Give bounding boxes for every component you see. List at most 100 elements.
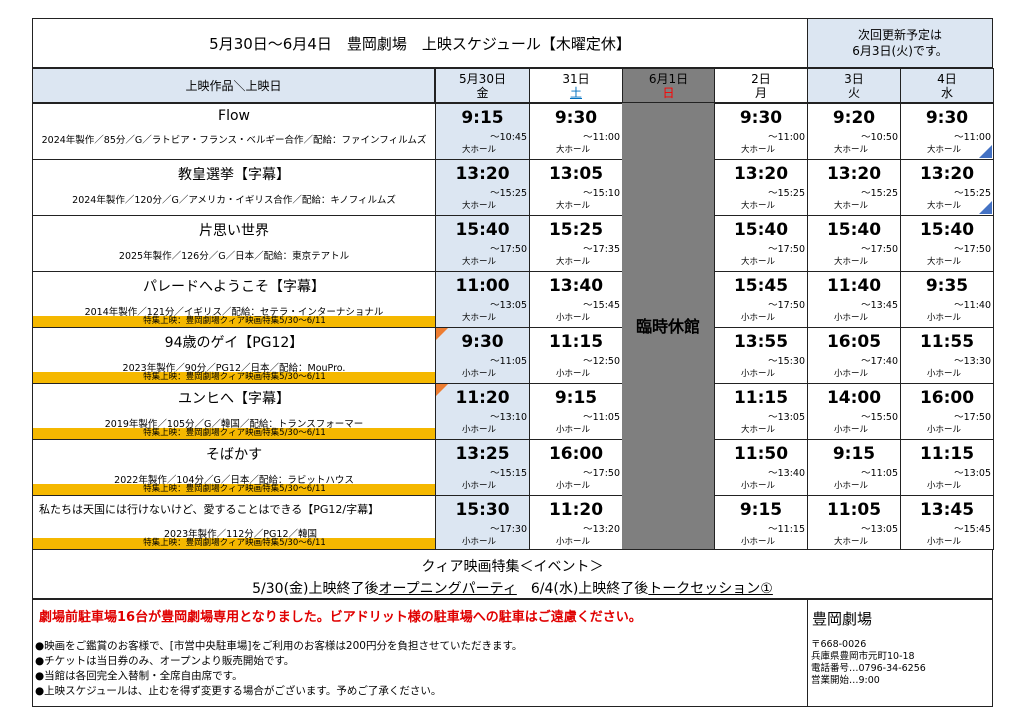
end-time: ～11:05: [861, 468, 898, 479]
showtime-cell: 13:20 ～15:25 大ホール: [435, 159, 530, 216]
showtime: 13:20: [826, 164, 882, 184]
hall-label: 大ホール: [741, 145, 776, 155]
theater-postal: 〒668-0026: [811, 639, 867, 650]
hall-label: 大ホール: [462, 313, 497, 323]
showtime: 11:40: [826, 276, 882, 296]
film-cell: パレードへようこそ【字幕】 2014年製作／121分／イギリス／配給：セテラ・イン…: [32, 271, 436, 328]
showtime-cell: 15:45 ～17:50 小ホール: [714, 271, 808, 328]
end-time: ～17:50: [768, 300, 805, 311]
showtime-cell: 15:30 ～17:30 小ホール: [435, 495, 530, 550]
end-time: ～15:25: [768, 188, 805, 199]
hall-label: 小ホール: [834, 369, 869, 379]
showtime-cell: 13:45 ～15:45 小ホール: [900, 495, 994, 550]
film-info: 2025年製作／126分／G／日本／配給：東京テアトル: [118, 251, 350, 262]
notice-list: ●映画をご鑑賞のお客様で、[市営中央駐車場]をご利用のお客様は200円分を負担さ…: [35, 639, 807, 699]
showtime-cell: 11:05 ～13:05 大ホール: [807, 495, 901, 550]
hall-label: 大ホール: [462, 257, 497, 267]
showtime-cell: 16:00 ～17:50 小ホール: [900, 383, 994, 440]
showtime-cell: 13:55 ～15:30 小ホール: [714, 327, 808, 384]
showtime: 14:00: [826, 388, 882, 408]
special-screening-banner: 特集上映：豊岡劇場クィア映画特集5/30～6/11: [33, 538, 436, 549]
end-time: ～10:45: [490, 132, 527, 143]
film-info: 2014年製作／121分／イギリス／配給：セテラ・インターナショナル: [84, 307, 384, 318]
film-title: Flow: [218, 108, 250, 124]
day-date: 5月30日: [459, 71, 506, 86]
theater-address: 兵庫県豊岡市元町10-18: [811, 651, 915, 662]
end-time: ～17:50: [861, 244, 898, 255]
hall-label: 小ホール: [927, 369, 962, 379]
showtime-cell: 11:15 ～13:05 大ホール: [714, 383, 808, 440]
day-weekday: 土: [569, 85, 582, 100]
film-title: ユンヒへ【字幕】: [178, 391, 290, 407]
showtime-cell: 16:00 ～17:50 小ホール: [529, 439, 623, 496]
special-screening-banner: 特集上映：豊岡劇場クィア映画特集5/30～6/11: [33, 484, 436, 495]
event-title: クィア映画特集＜イベント＞: [421, 559, 604, 575]
end-time: ～17:50: [490, 244, 527, 255]
hall-label: 小ホール: [462, 537, 497, 547]
hall-label: 小ホール: [927, 313, 962, 323]
showtime-cell: 15:40 ～17:50 大ホール: [714, 215, 808, 272]
hall-label: 小ホール: [741, 313, 776, 323]
parking-notice: 劇場前駐車場16台が豊岡劇場専用となりました。ビアドリット様の駐車場への駐車はご…: [39, 610, 642, 625]
showtime: 11:20: [548, 500, 604, 520]
film-title: 片思い世界: [199, 223, 269, 239]
showtime: 13:45: [919, 500, 975, 520]
end-time: ～15:45: [954, 524, 991, 535]
showtime: 15:40: [826, 220, 882, 240]
showtime: 13:20: [919, 164, 975, 184]
showtime-cell: 15:40 ～17:50 大ホール: [807, 215, 901, 272]
showtime-cell: 9:15 ～11:05 小ホール: [807, 439, 901, 496]
showtime-cell: 9:15 ～11:05 小ホール: [529, 383, 623, 440]
end-time: ～15:10: [583, 188, 620, 199]
hall-label: 小ホール: [556, 537, 591, 547]
next-update-box: 次回更新予定は 6月3日(火)です。: [807, 18, 993, 68]
end-time: ～13:05: [954, 468, 991, 479]
hall-label: 小ホール: [834, 425, 869, 435]
showtime: 9:30: [739, 108, 783, 128]
film-info: 2022年製作／104分／G／日本／配給：ラビットハウス: [114, 475, 354, 486]
film-title: パレードへようこそ【字幕】: [143, 279, 325, 295]
showtime-cell: 11:00 ～13:05 大ホール: [435, 271, 530, 328]
hall-label: 小ホール: [927, 481, 962, 491]
film-info: 2019年製作／105分／G／韓国／配給：トランスフォーマー: [104, 419, 364, 430]
day-header: 2日月: [714, 68, 808, 103]
showtime: 16:00: [548, 444, 604, 464]
showtime: 13:05: [548, 164, 604, 184]
hall-label: 大ホール: [927, 257, 962, 267]
event-detail: 5/30(金)上映終了後オープニングパーティ 6/4(水)上映終了後トークセッシ…: [33, 578, 992, 598]
page-title-text: 5月30日～6月4日 豊岡劇場 上映スケジュール【木曜定休】: [209, 34, 631, 53]
showtime: 15:40: [733, 220, 789, 240]
day-date: 3日: [844, 71, 864, 86]
showtime-cell: 15:25 ～17:35 大ホール: [529, 215, 623, 272]
showtime-cell: 13:40 ～15:45 小ホール: [529, 271, 623, 328]
showtime-cell: 13:25 ～15:15 小ホール: [435, 439, 530, 496]
showtime-cell: 13:20 ～15:25 大ホール: [807, 159, 901, 216]
showtime: 11:00: [455, 276, 510, 296]
day-weekday: 日: [662, 85, 675, 100]
showtime-cell: 11:15 ～13:05 小ホール: [900, 439, 994, 496]
day-header: 6月1日日: [622, 68, 715, 103]
showtime: 13:25: [455, 444, 510, 464]
showtime: 9:30: [461, 332, 504, 352]
showtime-cell: 9:30 ～11:05 小ホール: [435, 327, 530, 384]
showtime: 9:15: [739, 500, 783, 520]
showtime: 16:00: [919, 388, 975, 408]
hall-label: 大ホール: [741, 201, 776, 211]
hall-label: 大ホール: [834, 257, 869, 267]
closed-column: [622, 103, 714, 549]
special-screening-banner: 特集上映：豊岡劇場クィア映画特集5/30～6/11: [33, 316, 436, 327]
special-screening-banner: 特集上映：豊岡劇場クィア映画特集5/30～6/11: [33, 372, 436, 383]
hall-label: 小ホール: [834, 481, 869, 491]
day-weekday: 水: [940, 85, 953, 100]
showtime-cell: 9:30 ～11:00 大ホール: [529, 103, 623, 160]
film-info: 2024年製作／120分／G／アメリカ・イギリス合作／配給：キノフィルムズ: [72, 195, 396, 206]
end-time: ～15:15: [490, 468, 527, 479]
notice-item: ●当館は各回完全入替制・全席自由席です。: [35, 670, 243, 682]
end-time: ～17:30: [490, 524, 527, 535]
showtime: 11:50: [733, 444, 789, 464]
showtime-cell: 13:20 ～15:25 大ホール: [714, 159, 808, 216]
end-time: ～17:50: [583, 468, 620, 479]
hall-label: 大ホール: [462, 145, 497, 155]
end-time: ～11:40: [954, 300, 991, 311]
showtime: 9:15: [461, 108, 504, 128]
